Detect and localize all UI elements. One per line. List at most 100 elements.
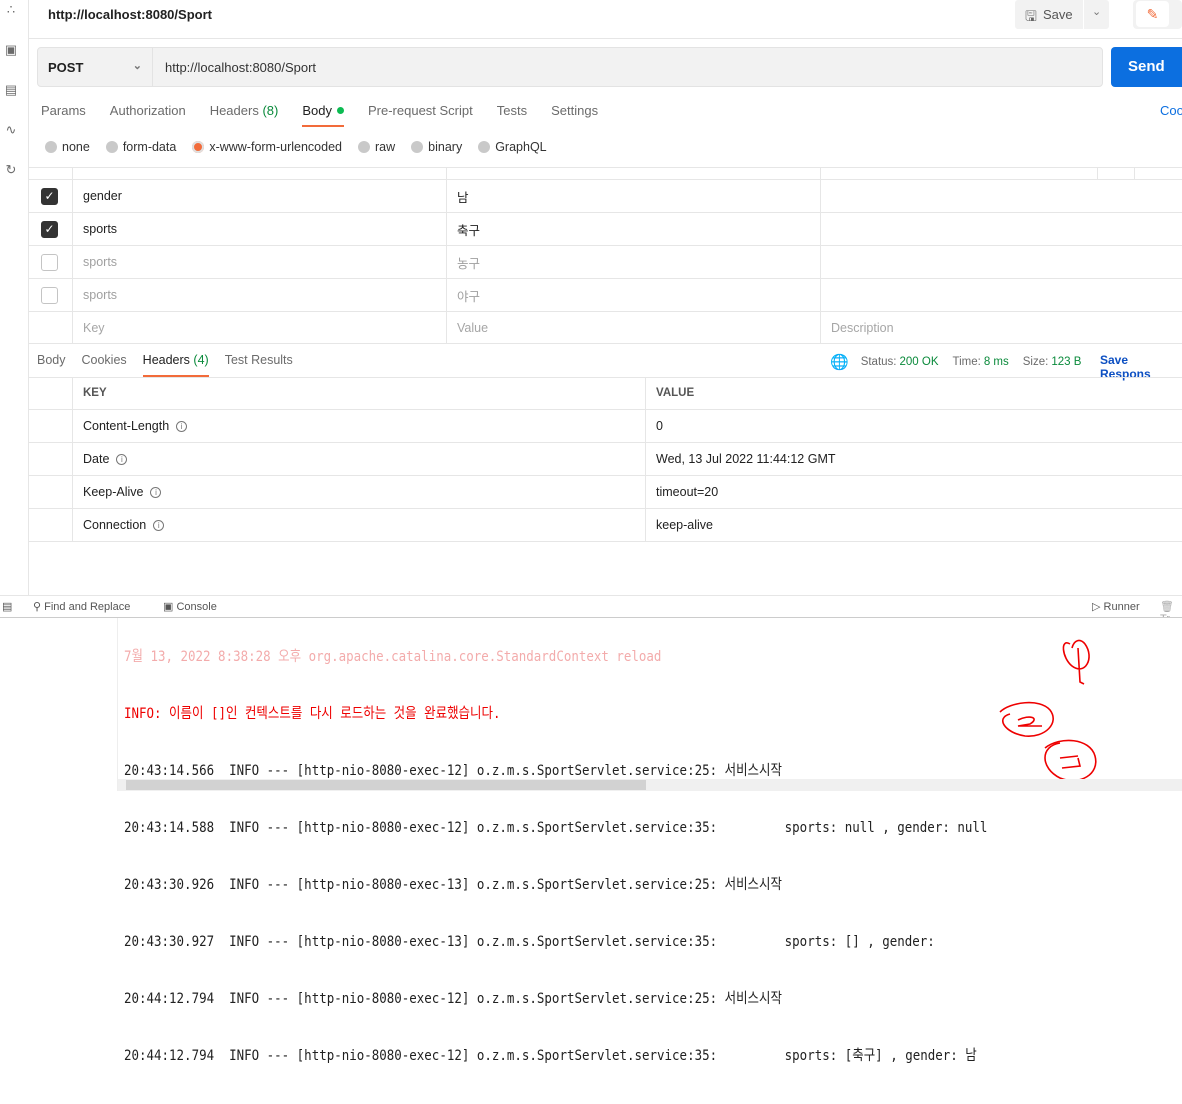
- new-value-input[interactable]: Value: [447, 312, 821, 343]
- save-button[interactable]: 🖫 Save ⌄: [1015, 0, 1109, 29]
- header-value: 0: [656, 419, 663, 433]
- info-icon[interactable]: i: [176, 420, 188, 432]
- info-icon[interactable]: i: [150, 486, 162, 498]
- param-value[interactable]: 남: [447, 180, 821, 212]
- body-mode-radios: none form-data x-www-form-urlencoded raw…: [45, 140, 563, 154]
- response-header-row: Content-Length i 0: [29, 410, 1182, 443]
- request-tabs: Params Authorization Headers (8) Body Pr…: [41, 103, 622, 127]
- param-checkbox[interactable]: ✓: [41, 220, 58, 238]
- header-value: keep-alive: [656, 518, 713, 532]
- monitors-icon[interactable]: ∿: [5, 122, 17, 137]
- log-line: 20:43:14.566 INFO --- [http-nio-8080-exe…: [124, 763, 782, 779]
- tab-tests[interactable]: Tests: [496, 103, 528, 118]
- param-key[interactable]: gender: [73, 180, 447, 212]
- edit-toggle[interactable]: ✎: [1133, 0, 1182, 29]
- runner-icon: ▷: [1092, 601, 1101, 613]
- log-line-info: INFO: 이름이 []인 컨텍스트를 다시 로드하는 것을 완료했습니다.: [124, 706, 501, 722]
- history-icon[interactable]: ↻: [5, 162, 17, 177]
- param-description[interactable]: [821, 279, 1182, 311]
- server-console: 7월 13, 2022 8:38:28 오후 org.apache.catali…: [0, 617, 1182, 1064]
- response-header-row: Date i Wed, 13 Jul 2022 11:44:12 GMT: [29, 443, 1182, 476]
- info-icon[interactable]: i: [153, 519, 165, 531]
- radio-none[interactable]: none: [45, 140, 90, 154]
- param-checkbox[interactable]: ✓: [41, 187, 58, 205]
- log-line: 20:43:30.927 INFO --- [http-nio-8080-exe…: [124, 934, 943, 950]
- request-title[interactable]: http://localhost:8080/Sport: [48, 7, 212, 22]
- tab-response-body[interactable]: Body: [37, 353, 66, 367]
- tab-pre-request-script[interactable]: Pre-request Script: [367, 103, 473, 118]
- console-icon: ▣: [163, 601, 174, 613]
- save-icon: 🖫: [1025, 8, 1037, 24]
- response-tabs: Body Cookies Headers (4) Test Results: [37, 353, 309, 377]
- tab-response-cookies[interactable]: Cookies: [81, 353, 127, 367]
- tab-settings[interactable]: Settings: [551, 103, 599, 118]
- param-key[interactable]: sports: [73, 279, 447, 311]
- param-row: sports 농구: [29, 246, 1182, 279]
- radio-binary[interactable]: binary: [411, 140, 462, 154]
- log-line: 20:43:30.926 INFO --- [http-nio-8080-exe…: [124, 877, 782, 893]
- annotation-3: [1044, 739, 1097, 782]
- find-replace-button[interactable]: ⚲ Find and Replace: [33, 601, 131, 613]
- globe-icon: 🌐: [830, 354, 849, 371]
- status-code: 200 OK: [899, 356, 939, 368]
- annotation-1: [1062, 639, 1090, 685]
- method-select[interactable]: POST ⌄: [38, 48, 153, 86]
- header-key: Connection: [83, 518, 147, 532]
- apis-icon[interactable]: ∴: [6, 2, 16, 17]
- params-new-row: Key Value Description: [29, 312, 1182, 344]
- status-bar: ▤ ⚲ Find and Replace ▣ Console ▷ Runner …: [0, 595, 1182, 625]
- method-value: POST: [48, 60, 84, 75]
- info-icon[interactable]: i: [116, 453, 128, 465]
- tab-headers[interactable]: Headers (8): [209, 103, 279, 118]
- param-description[interactable]: [821, 180, 1182, 212]
- console-button[interactable]: ▣ Console: [163, 601, 217, 613]
- url-bar: POST ⌄ http://localhost:8080/Sport: [37, 47, 1103, 87]
- param-row: ✓ gender 남: [29, 180, 1182, 213]
- column-key: KEY: [73, 377, 646, 409]
- header-key: Date: [83, 452, 110, 466]
- param-key[interactable]: sports: [73, 246, 447, 278]
- tab-authorization[interactable]: Authorization: [109, 103, 186, 118]
- param-description[interactable]: [821, 213, 1182, 245]
- send-button[interactable]: Send: [1111, 47, 1182, 87]
- new-description-input[interactable]: Description: [831, 320, 894, 335]
- header-value: timeout=20: [656, 485, 719, 499]
- cookies-link[interactable]: Coo: [1160, 103, 1182, 118]
- param-row: ✓ sports 축구: [29, 213, 1182, 246]
- handwritten-annotations: [999, 639, 1097, 782]
- radio-x-www-form-urlencoded[interactable]: x-www-form-urlencoded: [192, 140, 342, 154]
- top-bar: [29, 0, 1182, 39]
- body-active-dot: [336, 107, 344, 114]
- param-value[interactable]: 농구: [447, 246, 821, 278]
- save-label: Save: [1043, 7, 1073, 22]
- radio-graphql[interactable]: GraphQL: [478, 140, 547, 154]
- response-size: 123 B: [1051, 356, 1082, 368]
- environments-icon[interactable]: ▣: [4, 42, 18, 57]
- header-key: Keep-Alive: [83, 485, 144, 499]
- url-input[interactable]: http://localhost:8080/Sport: [165, 60, 317, 75]
- chevron-down-icon[interactable]: ⌄: [1092, 6, 1102, 18]
- radio-raw[interactable]: raw: [358, 140, 395, 154]
- chevron-down-icon: ⌄: [132, 60, 142, 72]
- tab-params[interactable]: Params: [41, 103, 86, 118]
- param-key[interactable]: sports: [73, 213, 447, 245]
- param-description[interactable]: [821, 246, 1182, 278]
- tab-body[interactable]: Body: [302, 103, 344, 127]
- tab-test-results[interactable]: Test Results: [224, 353, 293, 367]
- radio-form-data[interactable]: form-data: [105, 140, 176, 154]
- sidebar-toggle-icon[interactable]: ▤: [2, 601, 13, 613]
- param-value[interactable]: 야구: [447, 279, 821, 311]
- param-value[interactable]: 축구: [447, 213, 821, 245]
- param-checkbox[interactable]: [41, 253, 58, 271]
- log-line: 20:44:12.794 INFO --- [http-nio-8080-exe…: [124, 991, 782, 1007]
- param-checkbox[interactable]: [41, 286, 58, 304]
- runner-button[interactable]: ▷ Runner: [1092, 601, 1140, 613]
- new-key-input[interactable]: Key: [73, 312, 447, 343]
- console-horizontal-scrollbar[interactable]: [118, 779, 1182, 791]
- mock-servers-icon[interactable]: ▤: [4, 82, 18, 97]
- log-line: 20:44:12.794 INFO --- [http-nio-8080-exe…: [124, 1048, 977, 1064]
- tab-response-headers[interactable]: Headers (4): [142, 353, 209, 377]
- header-key: Content-Length: [83, 419, 170, 433]
- pencil-icon[interactable]: ✎: [1136, 1, 1169, 27]
- response-status: 🌐 Status: 200 OK Time: 8 ms Size: 123 B: [830, 354, 1082, 371]
